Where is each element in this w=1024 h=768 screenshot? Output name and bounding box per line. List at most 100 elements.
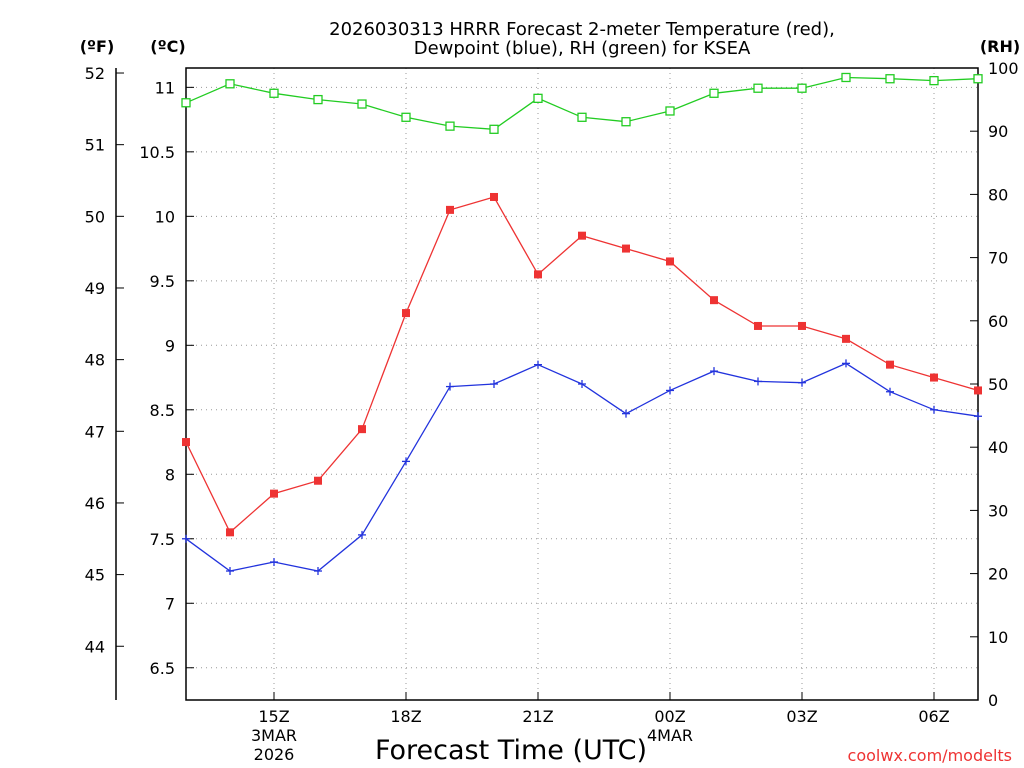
x-tick-label: 00Z [654,707,685,726]
rh-point [489,124,499,134]
rh-point [401,112,411,122]
rh-tick-label: 80 [988,185,1008,204]
celsius-tick-label: 6.5 [150,659,175,678]
dewpoint-point [666,386,674,395]
temperature-point [314,476,322,485]
x-axis-label: Forecast Time (UTC) [375,735,647,766]
rh-tick-label: 70 [988,249,1008,268]
rh-tick-label: 40 [988,438,1008,457]
dewpoint-point [534,360,542,369]
dewpoint-point [622,409,630,418]
temperature-point [754,321,762,330]
rh-point [313,94,323,105]
rh-point [225,79,235,89]
rh-point [445,121,455,131]
x-tick-label: 03Z [786,707,817,726]
rh-tick-label: 20 [988,565,1008,584]
temperature-point [226,528,234,537]
dewpoint-point [446,382,454,391]
dewpoint-point [402,457,410,466]
rh-point [753,83,763,93]
fahrenheit-tick-label: 46 [85,494,105,513]
dewpoint-point [886,387,894,396]
fahrenheit-tick-label: 48 [85,351,105,370]
temperature-point [666,257,674,266]
temperature-point [622,244,630,253]
data-series [181,72,983,576]
dewpoint-point [490,380,498,388]
temperature-point [446,205,454,214]
celsius-tick-label: 9 [165,336,175,355]
temperature-point [182,438,190,447]
watermark: coolwx.com/modelts [848,746,1012,765]
rh-point [533,93,543,103]
x-tick-date-label: 4MAR [647,726,693,745]
temperature-point [534,270,542,279]
rh-tick-label: 90 [988,122,1008,141]
rh-point [621,117,631,127]
dewpoint-point [930,405,938,414]
rh-point [181,98,191,108]
rh-tick-label: 0 [988,691,998,710]
chart-title-line2: Dewpoint (blue), RH (green) for KSEA [414,38,751,59]
celsius-tick-label: 7.5 [150,530,175,549]
dewpoint-point [314,567,322,576]
rh-unit-label: (RH) [980,37,1020,56]
x-tick-label: 21Z [522,707,553,726]
x-tick-year-label: 2026 [254,745,295,764]
dewpoint-point [358,530,366,539]
celsius-tick-label: 10 [155,207,175,226]
dewpoint-point [798,378,806,387]
rh-point [885,74,895,84]
temperature-point [578,231,586,240]
rh-point [665,106,675,116]
dewpoint-point [182,534,190,543]
dewpoint-point [710,367,718,376]
temperature-point [710,296,718,305]
fahrenheit-unit-label: (ºF) [80,37,115,56]
rh-tick-label: 10 [988,628,1008,647]
temperature-point [270,489,278,498]
dewpoint-point [974,412,982,421]
grid-lines [186,68,978,700]
fahrenheit-tick-label: 49 [85,279,105,298]
x-tick-label: 18Z [390,707,421,726]
celsius-unit-label: (ºC) [150,37,185,56]
rh-point [973,74,983,84]
temperature-point [842,334,850,343]
x-tick-label: 15Z [258,707,289,726]
rh-point [577,112,587,122]
dewpoint-point [578,380,586,388]
dewpoint-point [226,567,234,576]
temperature-point [974,386,982,395]
temperature-point [490,192,498,201]
rh-tick-label: 60 [988,312,1008,331]
dewpoint-point [754,377,762,386]
rh-point [797,83,807,93]
dewpoint-point [842,359,850,368]
dewpoint-point [270,557,278,566]
celsius-tick-label: 11 [155,78,175,97]
celsius-tick-label: 8.5 [150,401,175,420]
temperature-point [886,360,894,369]
chart-title-line1: 2026030313 HRRR Forecast 2-meter Tempera… [329,19,835,40]
rh-point [709,88,719,98]
rh-point [269,88,279,98]
fahrenheit-tick-label: 45 [85,566,105,585]
x-tick-date-label: 3MAR [251,726,297,745]
rh-tick-label: 30 [988,501,1008,520]
temperature-point [358,425,366,434]
temperature-point [930,373,938,382]
celsius-tick-label: 7 [165,594,175,613]
fahrenheit-tick-label: 44 [85,637,105,656]
fahrenheit-tick-label: 52 [85,64,105,83]
fahrenheit-tick-label: 51 [85,136,105,155]
fahrenheit-tick-label: 50 [85,207,105,226]
rh-tick-label: 50 [988,375,1008,394]
celsius-tick-label: 9.5 [150,272,175,291]
celsius-tick-label: 8 [165,465,175,484]
rh-point [357,99,367,109]
